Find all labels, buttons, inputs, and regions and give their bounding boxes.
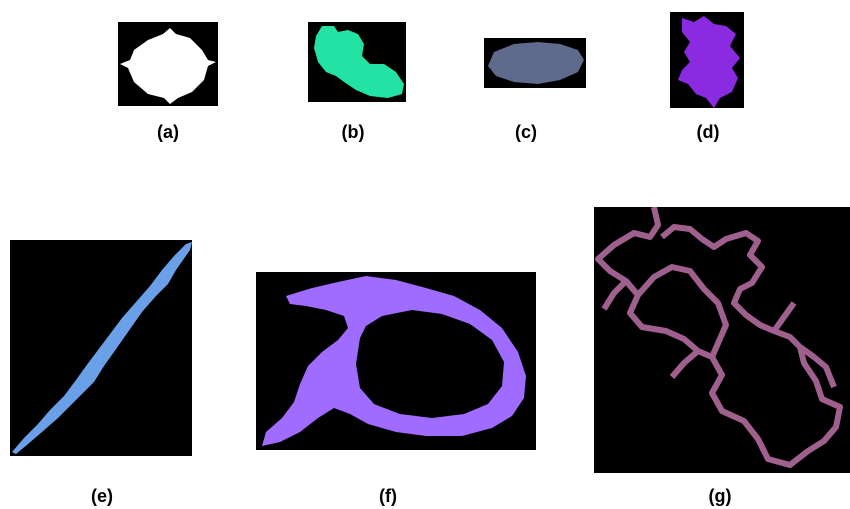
blob-b	[314, 26, 404, 98]
caption-c: (c)	[515, 122, 537, 142]
panel-f	[256, 272, 536, 450]
blob-d	[678, 16, 740, 108]
caption-g: (g)	[708, 486, 732, 506]
network-g	[595, 207, 843, 468]
blob-c	[488, 42, 584, 84]
caption-b: (b)	[341, 122, 365, 142]
streak-e	[12, 242, 192, 454]
panel-c	[484, 38, 586, 88]
panel-g	[594, 207, 850, 473]
caption-e: (e)	[91, 486, 113, 506]
caption-f: (f)	[379, 486, 397, 506]
ring-f	[262, 276, 526, 446]
blob-a	[120, 28, 216, 104]
panel-e	[10, 240, 192, 456]
panel-b	[308, 22, 406, 102]
panel-d	[670, 12, 744, 108]
panel-a	[118, 22, 218, 106]
caption-a: (a)	[157, 122, 179, 142]
caption-d: (d)	[696, 122, 720, 142]
